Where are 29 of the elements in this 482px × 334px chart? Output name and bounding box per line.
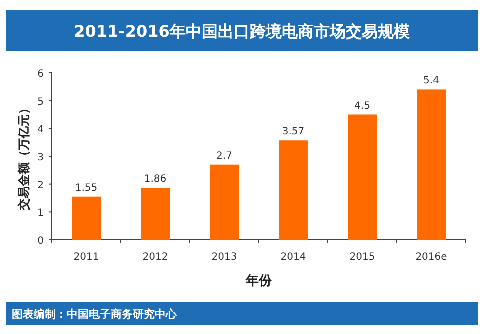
text: 图表编制：中国电子商务研究中心	[12, 308, 178, 321]
data-label: 1.86	[144, 174, 167, 186]
data-label: 1.55	[75, 182, 98, 194]
x-tick-label: 2012	[142, 252, 168, 263]
bar	[417, 90, 446, 240]
bar	[348, 114, 377, 240]
x-tick-label: 2013	[212, 252, 238, 263]
y-tick-label: 5	[38, 96, 44, 108]
bar	[72, 196, 101, 240]
y-tick-label: 2	[38, 180, 44, 192]
x-axis-title: 年份	[245, 274, 273, 289]
bar	[279, 140, 308, 240]
bar	[210, 164, 239, 240]
x-tick-label: 2016e	[416, 252, 448, 263]
data-label: 2.7	[216, 150, 232, 162]
x-tick-label: 2014	[280, 252, 306, 263]
bar	[141, 188, 170, 240]
data-label: 3.57	[282, 126, 305, 138]
y-tick-label: 1	[38, 208, 44, 220]
x-tick-label: 2011	[74, 252, 100, 263]
data-label: 4.5	[354, 100, 370, 112]
y-tick-label: 4	[38, 124, 44, 136]
chart-title: 2011-2016年中国出口跨境电商市场交易规模	[74, 22, 410, 41]
y-tick-label: 0	[38, 236, 44, 247]
y-axis-title: 交易金额（万亿元）	[17, 102, 31, 212]
y-tick-label: 6	[38, 69, 44, 80]
y-tick-label: 3	[38, 152, 44, 164]
x-tick-label: 2015	[350, 252, 376, 263]
data-label: 5.4	[424, 76, 440, 87]
